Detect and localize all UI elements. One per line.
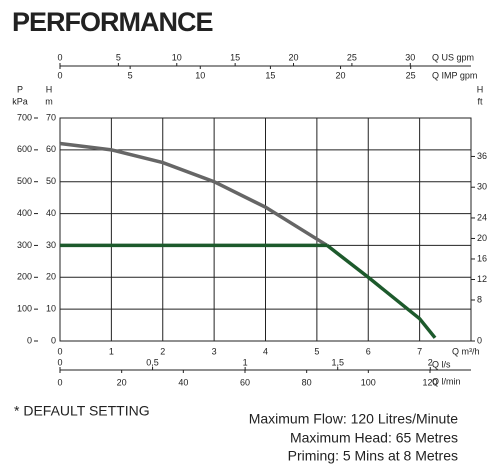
tick-label: 0 <box>57 357 62 367</box>
tick-label: 100 <box>361 377 376 387</box>
tick-label: 80 <box>302 377 312 387</box>
tick-label: 20 <box>117 377 127 387</box>
x-tick-label: 1 <box>109 346 114 356</box>
y2-tick-label: 30 <box>477 182 487 192</box>
axis-label: Q l/s <box>432 359 451 369</box>
y2-tick-label: 8 <box>477 294 482 304</box>
x-tick-label: 6 <box>366 346 371 356</box>
x-axis-label: Q m³/h <box>452 346 480 356</box>
axis-unit: m <box>45 96 53 106</box>
tick-label: 5 <box>128 70 133 80</box>
tick-label: 60 <box>240 377 250 387</box>
tick-label: 25 <box>406 70 416 80</box>
plot-border <box>59 117 472 342</box>
note: Priming: 5 Mins at 8 Metres <box>288 448 458 464</box>
axis-label: Q l/min <box>432 376 461 386</box>
tick-label: 25 <box>347 52 357 62</box>
y-tick-label: 30 <box>46 240 56 250</box>
axis-label: Q IMP gpm <box>432 70 477 80</box>
x-tick-label: 7 <box>417 346 422 356</box>
curve <box>326 244 437 339</box>
y2-tick-label: 24 <box>477 212 487 222</box>
y2-tick-label: 16 <box>477 253 487 263</box>
p-tick-label: 500 <box>17 176 32 186</box>
p-tick-label: 300 <box>17 240 32 250</box>
tick-label: 5 <box>116 52 121 62</box>
y-tick-label: 50 <box>46 176 56 186</box>
note: Maximum Flow: 120 Litres/Minute <box>249 411 459 427</box>
y-tick-label: 0 <box>51 335 56 345</box>
y-tick-label: 20 <box>46 272 56 282</box>
tick-label: 0 <box>57 377 62 387</box>
tick-label: 10 <box>172 52 182 62</box>
tick-label: 40 <box>178 377 188 387</box>
tick-label: 0 <box>57 70 62 80</box>
axis-label: H <box>477 84 484 94</box>
p-tick-label: 700 <box>17 112 32 122</box>
p-tick-label: 200 <box>17 272 32 282</box>
y2-tick-label: 20 <box>477 233 487 243</box>
x-tick-label: 2 <box>160 346 165 356</box>
tick-label: 10 <box>195 70 205 80</box>
tick-label: 30 <box>405 52 415 62</box>
p-tick-label: 0 <box>27 335 32 345</box>
p-tick-label: 400 <box>17 208 32 218</box>
axis-label: Q US gpm <box>432 52 474 62</box>
tick-label: 15 <box>230 52 240 62</box>
tick-label: 0 <box>57 52 62 62</box>
tick-label: 120 <box>422 377 437 387</box>
tick-label: 1 <box>243 357 248 367</box>
axis-label: H <box>46 84 53 94</box>
tick-label: 2 <box>428 357 433 367</box>
x-tick-label: 3 <box>212 346 217 356</box>
tick-label: 15 <box>265 70 275 80</box>
chart-title: PERFORMANCE <box>12 7 213 37</box>
x-tick-label: 5 <box>314 346 319 356</box>
axis-unit: kPa <box>12 96 28 106</box>
tick-label: 20 <box>289 52 299 62</box>
p-tick-label: 600 <box>17 144 32 154</box>
note: * DEFAULT SETTING <box>14 403 150 419</box>
y2-tick-label: 36 <box>477 151 487 161</box>
x-tick-label: 0 <box>57 346 62 356</box>
y-tick-label: 40 <box>46 208 56 218</box>
curve <box>59 141 329 247</box>
axis-label: P <box>17 84 23 94</box>
y-tick-label: 70 <box>46 112 56 122</box>
tick-label: 0,5 <box>146 357 159 367</box>
y-tick-label: 60 <box>46 144 56 154</box>
axis-unit: ft <box>477 96 483 106</box>
y2-tick-label: 12 <box>477 274 487 284</box>
tick-label: 20 <box>336 70 346 80</box>
x-tick-label: 4 <box>263 346 268 356</box>
note: Maximum Head: 65 Metres <box>290 430 458 446</box>
tick-label: 1,5 <box>331 357 344 367</box>
y2-tick-label: 0 <box>477 335 482 345</box>
y-tick-label: 10 <box>46 304 56 314</box>
p-tick-label: 100 <box>17 304 32 314</box>
